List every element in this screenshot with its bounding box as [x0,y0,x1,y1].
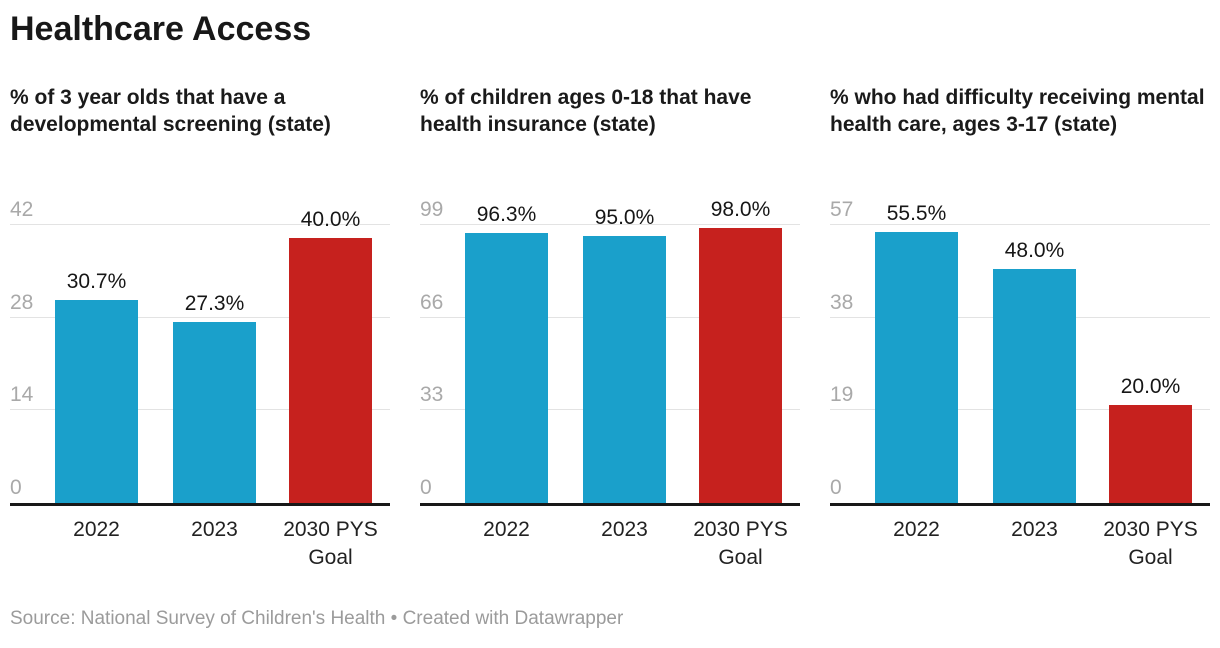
y-tick-label: 0 [830,476,842,499]
y-gridline [830,224,1210,225]
x-axis-labels: 2022 2023 2030 PYS Goal [10,506,390,596]
bar-2022 [875,232,958,503]
bar-value-label: 40.0% [300,208,361,232]
x-category-label: 2022 [483,518,530,541]
y-tick-label: 19 [830,383,854,407]
x-category-label: 2023 [601,518,648,541]
page-title: Healthcare Access [10,10,312,48]
y-tick-label: 28 [10,290,34,314]
bar-value-label: 30.7% [66,269,127,293]
bar-2030-pys-goal [289,238,372,503]
bar-value-label: 20.0% [1120,375,1181,399]
x-category-label: 2022 [73,518,120,541]
y-tick-label: 57 [830,198,854,221]
bar-2022 [55,299,138,503]
chart-subtitle: % of children ages 0-18 that have health… [420,86,752,136]
y-tick-label: 42 [10,198,34,221]
y-gridline [10,224,390,225]
chart-column: % of children ages 0-18 that have health… [420,84,800,596]
y-tick-label: 14 [10,383,34,407]
bar-value-label: 98.0% [710,197,771,221]
y-gridline [420,224,800,225]
y-tick-label: 0 [10,476,22,499]
bar-2022 [465,232,548,503]
x-category-label: 2023 [191,518,238,541]
y-tick-label: 38 [830,290,854,314]
bar-value-label: 55.5% [886,202,947,226]
bar-2030-pys-goal [1109,405,1192,503]
bar-2030-pys-goal [699,227,782,503]
x-category-label: 2023 [1011,518,1058,541]
x-category-label: 2030 PYS Goal [1103,518,1198,569]
y-tick-label: 0 [420,476,432,499]
y-tick-label: 33 [420,383,444,407]
chart-column: % of 3 year olds that have a development… [10,84,390,596]
bar-value-label: 48.0% [1004,238,1065,262]
bar-value-label: 95.0% [594,206,655,230]
x-category-label: 2030 PYS Goal [283,518,378,569]
plot-area: 0 19 38 57 55.5% 48.0% 20.0% [830,191,1210,506]
bar-value-label: 96.3% [476,202,537,226]
chart-subtitle: % of 3 year olds that have a development… [10,86,331,136]
x-axis-labels: 2022 2023 2030 PYS Goal [420,506,800,596]
y-tick-label: 66 [420,290,444,314]
y-gridline [10,316,390,318]
bar-2023 [173,322,256,503]
chart-subtitle: % who had difficulty receiving mental he… [830,86,1205,136]
bar-value-label: 27.3% [184,292,245,316]
chart-column: % who had difficulty receiving mental he… [830,84,1210,596]
charts-row: % of 3 year olds that have a development… [10,84,1210,596]
x-axis-labels: 2022 2023 2030 PYS Goal [830,506,1210,596]
x-category-label: 2022 [893,518,940,541]
bar-2023 [583,236,666,503]
bar-2023 [993,268,1076,503]
plot-area: 0 14 28 42 30.7% 27.3% 40.0% [10,191,390,506]
source-footer: Source: National Survey of Children's He… [10,608,624,629]
y-tick-label: 99 [420,198,444,221]
plot-area: 0 33 66 99 96.3% 95.0% 98.0% [420,191,800,506]
x-category-label: 2030 PYS Goal [693,518,788,569]
